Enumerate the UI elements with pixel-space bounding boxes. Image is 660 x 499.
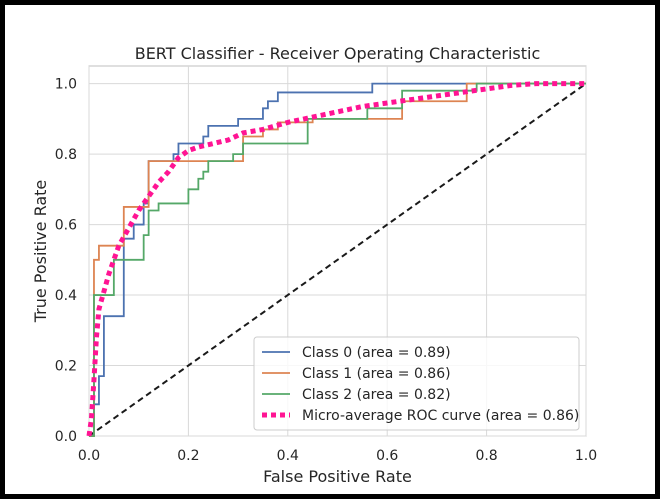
y-tick-label: 0.8 bbox=[55, 147, 77, 163]
y-axis-label: True Positive Rate bbox=[31, 180, 50, 324]
x-tick-label: 0.6 bbox=[376, 448, 398, 464]
x-tick-label: 0.8 bbox=[475, 448, 497, 464]
x-tick-label: 0.0 bbox=[78, 448, 100, 464]
series-line-micro-average bbox=[86, 81, 586, 437]
y-tick-label: 0.0 bbox=[55, 429, 77, 445]
legend-label: Class 1 (area = 0.86) bbox=[302, 366, 451, 382]
y-tick-label: 0.6 bbox=[55, 218, 77, 234]
x-axis-label: False Positive Rate bbox=[263, 467, 412, 486]
legend: Class 0 (area = 0.89) Class 1 (area = 0.8… bbox=[253, 336, 580, 431]
x-tick-label: 1.0 bbox=[575, 448, 597, 464]
y-tick-label: 0.2 bbox=[55, 359, 77, 375]
legend-label: Micro-average ROC curve (area = 0.86) bbox=[302, 408, 579, 424]
roc-chart: 0.0 0.2 0.4 0.6 0.8 1.0 0.0 0.2 0.4 0.6 0.8 1.0 BE… bbox=[31, 44, 597, 486]
grid bbox=[88, 66, 587, 437]
series-line-class-0 bbox=[89, 82, 586, 437]
series-layer bbox=[86, 81, 587, 437]
legend-label: Class 0 (area = 0.89) bbox=[302, 345, 451, 361]
y-tick-label: 0.4 bbox=[55, 288, 77, 304]
x-tick-label: 0.4 bbox=[277, 448, 299, 464]
legend-label: Class 2 (area = 0.82) bbox=[302, 387, 451, 403]
series-line-class-2 bbox=[89, 82, 586, 437]
series-line-class-1 bbox=[89, 82, 586, 437]
x-tick-label: 0.2 bbox=[177, 448, 199, 464]
y-tick-labels: 0.0 0.2 0.4 0.6 0.8 1.0 bbox=[55, 77, 77, 445]
x-tick-labels: 0.0 0.2 0.4 0.6 0.8 1.0 bbox=[78, 448, 597, 464]
y-tick-label: 1.0 bbox=[55, 77, 77, 93]
legend-box bbox=[253, 336, 580, 431]
chart-title: BERT Classifier - Receiver Operating Cha… bbox=[135, 44, 541, 63]
chance-diagonal-line bbox=[88, 82, 587, 437]
